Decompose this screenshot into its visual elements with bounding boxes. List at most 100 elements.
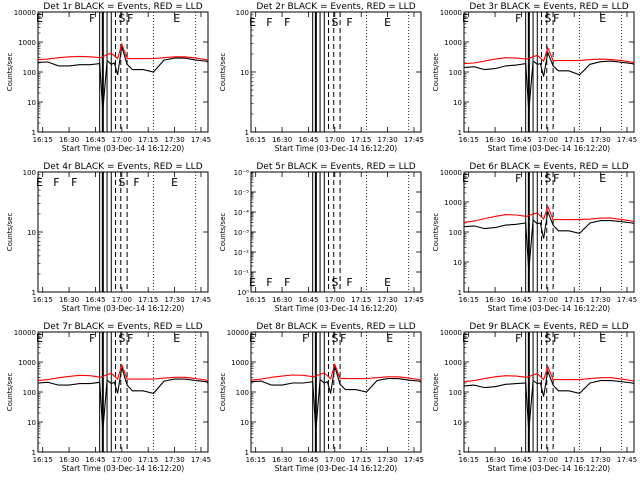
y-tick-label: 10: [240, 419, 249, 427]
flag-label: S: [331, 276, 338, 289]
x-tick-label: 17:45: [191, 136, 211, 144]
x-tick-label: 16:15: [459, 296, 479, 304]
flag-label: F: [284, 276, 290, 289]
panel-title: Det 1r BLACK = Events, RED = LLD: [43, 2, 202, 12]
y-axis-label: Counts/sec: [432, 373, 440, 412]
flag-label: F: [127, 12, 133, 25]
flag-label: F: [346, 276, 352, 289]
x-tick-label: 16:30: [272, 136, 292, 144]
flag-label: F: [71, 176, 77, 189]
plot-frame: [463, 171, 635, 293]
panel-det-5: Det 5r BLACK = Events, RED = LLD Counts/s…: [219, 162, 424, 313]
x-tick-label: 16:30: [272, 456, 292, 464]
x-tick-label: 17:00: [538, 456, 558, 464]
flag-label: F: [515, 12, 521, 25]
x-axis-label: Start Time (03-Dec-14 16:12:20): [275, 464, 397, 473]
x-tick-label: 17:45: [191, 456, 211, 464]
y-tick-label: 100: [236, 9, 249, 17]
x-tick-label: 17:45: [617, 136, 637, 144]
panel-title: Det 2r BLACK = Events, RED = LLD: [256, 2, 415, 12]
x-tick-label: 16:45: [298, 456, 318, 464]
flag-label: F: [553, 12, 559, 25]
flag-label: E: [462, 172, 469, 185]
panel-title: Det 4r BLACK = Events, RED = LLD: [43, 162, 202, 172]
panel-det-1: Det 1r BLACK = Events, RED = LLD Counts/s…: [6, 2, 211, 153]
flag-label: E: [36, 12, 43, 25]
flag-label: F: [266, 276, 272, 289]
x-tick-label: 16:45: [511, 136, 531, 144]
x-tick-label: 17:00: [325, 456, 345, 464]
flag-label: S: [331, 332, 338, 345]
y-axis-label: Counts/sec: [219, 213, 227, 252]
y-tick-label: 100: [236, 389, 249, 397]
flag-label: E: [249, 332, 256, 345]
x-tick-label: 16:15: [33, 456, 53, 464]
flag-label: S: [544, 332, 551, 345]
x-tick-label: 16:30: [59, 296, 79, 304]
plot-frame: [250, 171, 422, 293]
y-axis-label: Counts/sec: [432, 53, 440, 92]
y-tick-label: 100: [23, 169, 36, 177]
y-tick-label: 10000: [440, 9, 462, 17]
x-tick-label: 17:15: [138, 136, 158, 144]
flag-label: E: [599, 172, 606, 185]
x-tick-label: 17:15: [351, 456, 371, 464]
y-axis-label: Counts/sec: [219, 373, 227, 412]
y-tick-label: 10000: [227, 329, 249, 337]
y-tick-label: 10: [27, 229, 36, 237]
y-tick-label: 100: [449, 229, 462, 237]
plot-frame: [37, 11, 209, 133]
x-tick-label: 17:15: [351, 136, 371, 144]
y-tick-label: 1000: [18, 39, 36, 47]
x-tick-label: 16:30: [485, 296, 505, 304]
panel-det-3: Det 3r BLACK = Events, RED = LLD Counts/s…: [432, 2, 637, 153]
y-tick-label: 10⁻⁵: [234, 189, 250, 197]
y-axis-label: Counts/sec: [6, 53, 14, 92]
x-tick-label: 17:45: [191, 296, 211, 304]
x-axis-label: Start Time (03-Dec-14 16:12:20): [275, 144, 397, 153]
x-tick-label: 17:45: [404, 296, 424, 304]
flag-label: E: [36, 176, 43, 189]
series-events-line: [37, 46, 209, 112]
x-axis-label: Start Time (03-Dec-14 16:12:20): [275, 304, 397, 313]
panel-det-4: Det 4r BLACK = Events, RED = LLD Counts/s…: [6, 162, 211, 313]
x-axis-label: Start Time (03-Dec-14 16:12:20): [488, 304, 610, 313]
x-axis-label: Start Time (03-Dec-14 16:12:20): [488, 144, 610, 153]
y-tick-label: 10⁰: [237, 289, 249, 297]
flag-label: E: [36, 332, 43, 345]
series-events-line: [463, 50, 635, 112]
flag-label: E: [249, 16, 256, 29]
flag-label: E: [249, 276, 256, 289]
flag-label: S: [118, 176, 125, 189]
x-tick-label: 17:30: [377, 456, 397, 464]
series-lld-line: [250, 362, 422, 382]
panel-title: Det 8r BLACK = Events, RED = LLD: [256, 322, 415, 332]
y-tick-label: 1000: [444, 39, 462, 47]
x-tick-label: 17:00: [325, 296, 345, 304]
x-tick-label: 16:45: [85, 456, 105, 464]
x-tick-label: 17:30: [164, 136, 184, 144]
y-axis-label: Counts/sec: [432, 213, 440, 252]
flag-label: S: [544, 12, 551, 25]
x-tick-label: 17:45: [617, 456, 637, 464]
series-events-line: [463, 368, 635, 432]
x-tick-label: 17:00: [112, 296, 132, 304]
x-axis-label: Start Time (03-Dec-14 16:12:20): [62, 304, 184, 313]
y-tick-label: 1000: [444, 199, 462, 207]
y-tick-label: 1: [458, 289, 462, 297]
x-tick-label: 16:30: [59, 136, 79, 144]
y-axis-label: Counts/sec: [6, 213, 14, 252]
series-lld-line: [463, 45, 635, 65]
y-tick-label: 10: [453, 419, 462, 427]
flag-label: F: [553, 332, 559, 345]
x-tick-label: 17:45: [617, 296, 637, 304]
flag-label: F: [515, 172, 521, 185]
plot-frame: [37, 331, 209, 453]
flag-label: F: [127, 332, 133, 345]
flag-label: E: [386, 332, 393, 345]
flag-label: F: [302, 332, 308, 345]
flag-label: E: [384, 276, 391, 289]
flag-label: F: [89, 332, 95, 345]
x-tick-label: 16:15: [33, 136, 53, 144]
flag-label: E: [462, 12, 469, 25]
